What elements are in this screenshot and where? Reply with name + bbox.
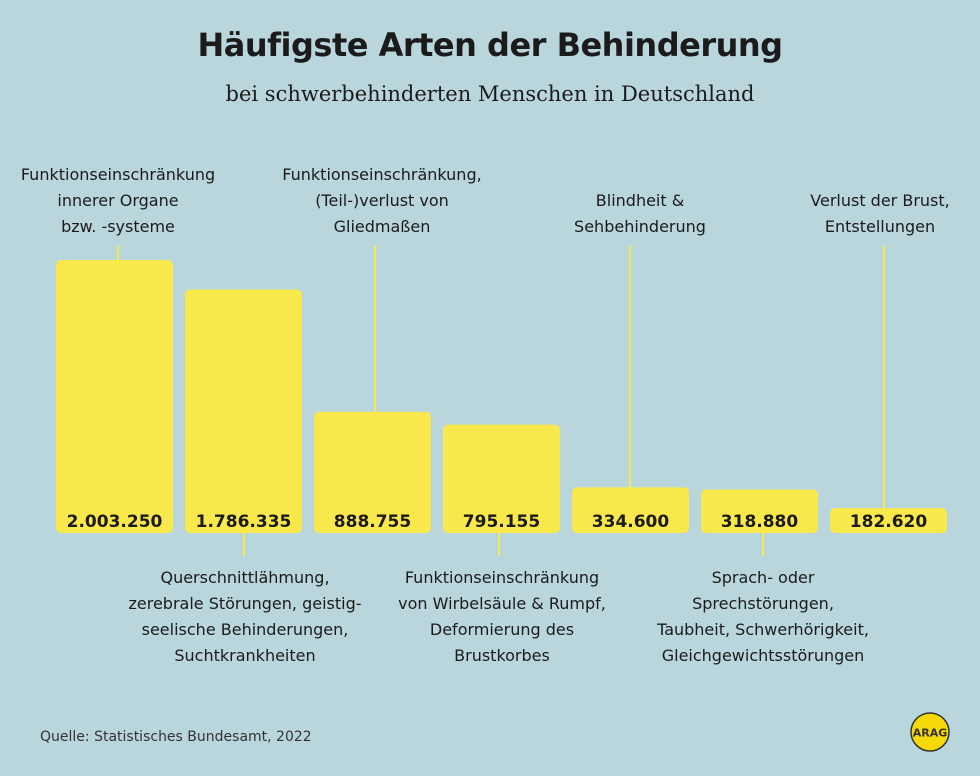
bar: [830, 508, 947, 533]
bar: [56, 260, 173, 533]
chart-title: Häufigste Arten der Behinderung: [197, 26, 783, 64]
bar: [701, 489, 818, 533]
svg-text:ARAG: ARAG: [913, 727, 948, 740]
category-label: Funktionseinschränkung von Wirbelsäule & …: [398, 568, 606, 665]
value-label: 334.600: [592, 512, 670, 532]
bar: [314, 411, 431, 533]
chart-subtitle: bei schwerbehinderten Menschen in Deutsc…: [225, 82, 755, 106]
category-label: Blindheit & Sehbehinderung: [574, 191, 706, 236]
category-label: Querschnittlähmung, zerebrale Störungen, …: [128, 568, 361, 665]
category-label: Funktionseinschränkung innerer Organe bzw.…: [21, 165, 215, 236]
value-label: 318.880: [721, 512, 799, 532]
bar: [572, 487, 689, 533]
value-label: 795.155: [463, 512, 540, 532]
value-label: 1.786.335: [196, 512, 292, 532]
category-label: Verlust der Brust, Entstellungen: [810, 191, 949, 236]
source-note: Quelle: Statistisches Bundesamt, 2022: [40, 729, 312, 745]
value-label: 888.755: [334, 512, 411, 532]
category-label: Funktionseinschränkung, (Teil-)verlust vo…: [282, 165, 481, 236]
bar: [443, 424, 560, 533]
category-label: Sprach- oder Sprechstörungen, Taubheit, Sc…: [656, 568, 869, 665]
bar: [185, 289, 302, 533]
value-label: 2.003.250: [67, 512, 163, 532]
value-label: 182.620: [850, 512, 928, 532]
arag-logo: ARAG: [910, 712, 950, 752]
